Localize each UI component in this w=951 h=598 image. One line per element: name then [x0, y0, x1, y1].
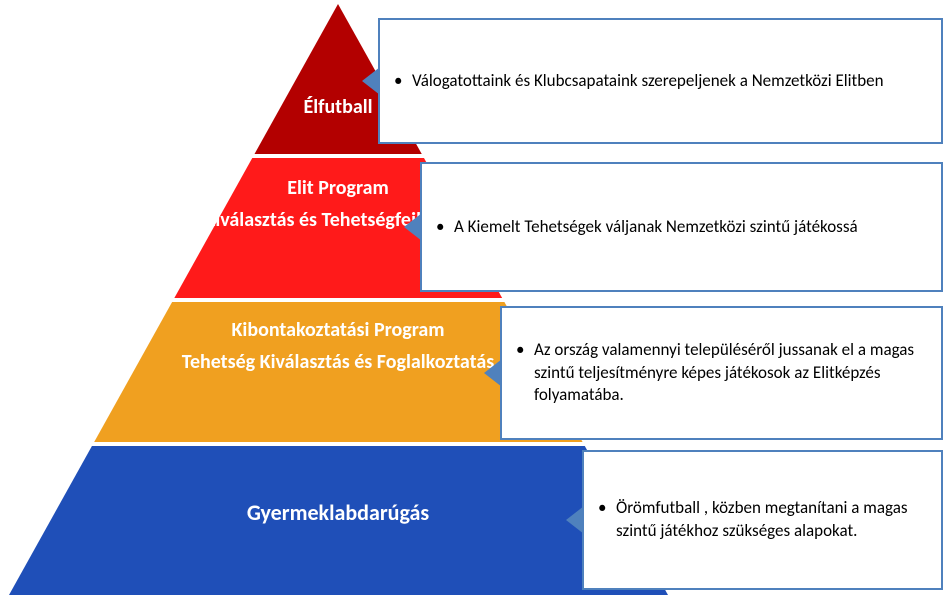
callout-2-bullet: A Kiemelt Tehetségek váljanak Nemzetközi… — [454, 216, 858, 239]
level3-line2: Tehetség Kiválasztás és Foglalkoztatás — [148, 350, 528, 374]
pyramid-level-3-label: Kibontakoztatási Program Tehetség Kivála… — [148, 318, 528, 374]
callout-3-bullet: Az ország valamennyi településéről jussa… — [534, 339, 927, 408]
level1-line1: Élfutball — [303, 95, 372, 119]
callout-level-3: Az ország valamennyi településéről jussa… — [500, 306, 943, 440]
callout-level-2: A Kiemelt Tehetségek váljanak Nemzetközi… — [420, 162, 943, 292]
callout-4-bullet: Örömfutball , közben megtanítani a magas… — [616, 497, 927, 543]
pyramid-level-4-label: Gyermeklabdarúgás — [88, 500, 588, 526]
callout-level-4: Örömfutball , közben megtanítani a magas… — [582, 450, 943, 590]
callout-1-bullet: Válogatottaink és Klubcsapataink szerepe… — [412, 70, 884, 93]
callout-level-1: Válogatottaink és Klubcsapataink szerepe… — [378, 18, 943, 144]
level4-line1: Gyermeklabdarúgás — [247, 499, 429, 526]
level3-line1: Kibontakoztatási Program — [148, 318, 528, 342]
